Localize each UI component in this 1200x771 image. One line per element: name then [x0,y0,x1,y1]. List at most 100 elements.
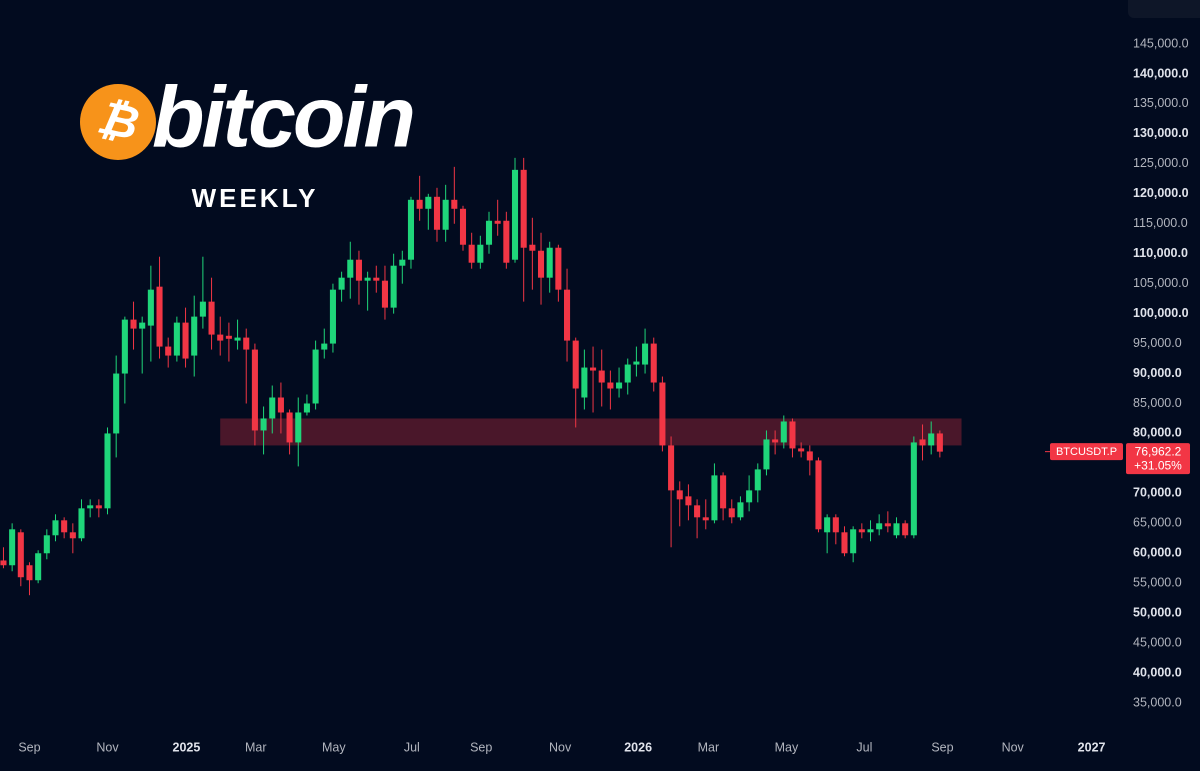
candle-body [720,475,727,509]
candle-body [668,445,675,491]
x-tick-label: Sep [18,740,40,754]
y-tick-label: 105,000.0 [1133,276,1189,290]
candle-body [702,517,709,521]
candle-body [43,535,50,554]
candle-body [303,403,310,413]
candle-body [728,508,735,518]
candle-body [442,199,449,230]
x-tick-label: Mar [245,740,267,754]
candle-body [607,382,614,389]
y-tick-label: 85,000.0 [1133,396,1182,410]
x-tick-label: Sep [470,740,492,754]
candle-body [347,259,354,278]
candle-body [642,343,649,365]
candle-body [399,259,406,266]
candle-body [633,361,640,365]
x-tick-label: Mar [698,740,720,754]
y-tick-label: 70,000.0 [1133,486,1182,500]
candle-body [373,277,380,281]
candle-body [711,475,718,521]
y-tick-label: 45,000.0 [1133,635,1182,649]
candle-body [919,439,926,446]
y-tick-label: 140,000.0 [1133,66,1189,80]
candle-body [616,382,623,389]
candle-body [876,523,883,530]
candle-body [694,505,701,518]
x-tick-label: May [322,740,346,754]
x-tick-label: Sep [931,740,953,754]
candle-body [321,343,328,350]
candle-body [832,517,839,533]
candle-body [113,373,120,434]
y-tick-label: 55,000.0 [1133,576,1182,590]
candle-body [173,322,180,356]
x-tick-label: Nov [549,740,572,754]
candle-body [312,349,319,404]
candle-body [485,220,493,245]
price-tag [1126,443,1190,475]
candle-body [364,277,371,281]
candle-body [494,220,501,224]
support-zone [220,418,962,446]
candle-body [529,244,536,251]
x-tick-label: Jul [404,740,420,754]
toolbar-button[interactable] [1128,0,1200,18]
candle-body [26,565,33,581]
y-tick-label: 120,000.0 [1133,186,1189,200]
candle-body [243,337,250,350]
candle-body [260,418,267,431]
y-tick-label: 65,000.0 [1133,516,1182,530]
candle-body [598,370,605,383]
candle-body [659,382,666,446]
candle-body [251,349,258,431]
candle-body [737,502,744,518]
candle-body [199,301,206,317]
candle-body [390,265,397,308]
candles [0,157,943,596]
candle-body [0,560,7,566]
candle-body [451,199,458,209]
candle-body [754,469,761,491]
candle-body [139,322,146,329]
candle-body [355,259,362,281]
candle-body [798,448,805,452]
y-tick-label: 130,000.0 [1133,126,1189,140]
candle-body [858,529,865,533]
candle-body [17,532,24,578]
y-tick-label: 50,000.0 [1133,605,1182,619]
candle-body [104,433,111,509]
candle-body [676,490,683,500]
logo: ₿ bitcoin [80,70,416,166]
candle-body [624,364,631,383]
candle-body [520,169,527,248]
candle-body [685,496,692,506]
candle-body [841,532,848,554]
candle-body [286,412,293,443]
x-tick-label: May [775,740,799,754]
candle-body [806,451,813,461]
x-tick-label: 2027 [1078,740,1106,754]
candle-body [416,199,423,209]
candle-body [789,421,796,449]
y-tick-label: 95,000.0 [1133,336,1182,350]
candle-body [35,553,42,581]
candle-body [234,337,241,341]
candle-body [650,343,657,383]
candle-body [9,529,16,566]
candle-body [52,520,59,536]
y-tick-label: 90,000.0 [1133,366,1182,380]
x-tick-label: 2025 [173,740,201,754]
candle-body [824,517,831,533]
candle-body [269,397,276,419]
candle-body [936,433,943,452]
candle-body [902,523,909,536]
x-tick-label: Jul [856,740,872,754]
candle-body [225,335,232,339]
candle-body [537,250,545,278]
candle-body [295,412,302,443]
change-label: +31.05% [1134,458,1182,472]
candle-body [147,289,154,326]
symbol-tag [1050,443,1123,461]
candle-body [572,340,579,389]
candle-body [772,439,779,443]
